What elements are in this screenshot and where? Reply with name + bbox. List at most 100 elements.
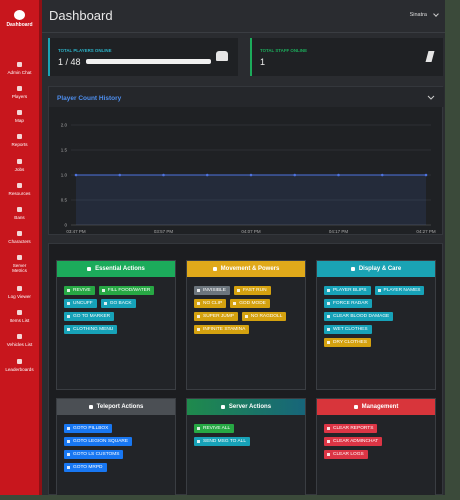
card-body: REVIVE FILL FOOD/WATER UNCUFF GO BACK GO TO … [57,277,175,343]
action-button[interactable]: PLAYER NAMES [374,286,425,295]
sidebar-label[interactable]: Server Metrics [12,263,27,273]
action-button[interactable]: FORCE RADAR [324,299,372,308]
sidebar-item[interactable]: Resources [0,183,39,196]
action-button[interactable]: PLAYER BLIPS [324,286,371,295]
sidebar-item[interactable]: Log Viewer [0,286,39,299]
dashboard-app: Dashboard Admin Chat Players Map Reports Jobs… [0,0,445,495]
action-button[interactable]: DRY CLOTHES [324,338,371,347]
action-button[interactable]: WET CLOTHES [324,325,372,334]
card-header: Display & Care [317,261,435,277]
sidebar-label[interactable]: Reports [11,142,28,147]
chart-header [49,87,444,107]
action-card: Essential Actions REVIVE FILL FOOD/WATER UN… [56,260,176,390]
sidebar-label[interactable]: Admin Chat [7,70,32,75]
action-button[interactable]: CLEAR REPORTS [324,424,378,433]
sidebar-label[interactable]: Dashboard [6,22,33,28]
action-button[interactable]: CLEAR ADMINCHAT [324,437,383,446]
chart-title: Player Count History [57,95,122,102]
action-button[interactable]: REVIVE [64,286,95,295]
progress-bar [86,59,211,64]
action-button[interactable]: FILL FOOD/WATER [98,286,155,295]
action-button[interactable]: FAST RUN [233,286,271,295]
sidebar-icon [17,110,22,115]
action-button[interactable]: NO RAGDOLL [241,312,287,321]
sidebar-label[interactable]: Vehicles List [6,342,33,347]
sidebar-icon [17,231,22,236]
sidebar-item[interactable]: Map [0,110,39,123]
stat-value: 1 / 48 [58,57,81,67]
sidebar-item[interactable]: Jobs [0,159,39,172]
action-button[interactable]: GOTO MRPD [64,463,107,472]
sidebar-icon [17,207,22,212]
card-body: CLEAR REPORTS CLEAR ADMINCHAT CLEAR LOGS [317,415,435,468]
sidebar-item[interactable]: Leaderboards [0,359,39,372]
card-body: REVIVE ALL SEND MSG TO ALL [187,415,305,455]
sidebar-label[interactable]: Log Viewer [8,294,31,299]
card-header: Server Actions [187,399,305,415]
sidebar-label[interactable]: Items List [9,318,30,323]
sidebar-label[interactable]: Characters [8,239,31,244]
chart: Player Count History 0 0.5 1.0 1.5 2.0 03:47 P… [49,87,444,234]
x-tick-label: 04:07 PM [241,229,261,234]
point [293,173,297,177]
card-body: GOTO PILLBOX GOTO LEGION SQUARE GOTO LS CU… [57,415,175,481]
card-header: Essential Actions [57,261,175,277]
sidebar-item[interactable]: Server Metrics [0,255,39,273]
sidebar-icon [17,310,22,315]
sidebar-label[interactable]: Players [11,94,28,99]
dropdown-caret[interactable] [433,11,439,17]
action-button[interactable]: CLEAR LOGS [324,450,368,459]
sidebar-item[interactable]: Vehicles List [0,334,39,347]
bolt-icon [425,51,435,62]
action-card: Management CLEAR REPORTS CLEAR ADMINCHAT CL… [316,398,436,495]
y-tick-label: 1.5 [61,148,68,153]
action-button[interactable]: GOD MODE [230,299,270,308]
sidebar-label[interactable]: Leaderboards [5,367,34,372]
action-button[interactable]: UNCUFF [64,299,97,308]
sidebar: Dashboard Admin Chat Players Map Reports Jobs… [0,0,42,495]
top-bar: Dashboard Sinatra [42,0,445,33]
action-button[interactable]: CLOTHING MENU [64,325,118,334]
sidebar-label[interactable]: Resources [8,191,31,196]
action-card: Movement & Powers INVISIBLE FAST RUN NO CLI… [186,260,306,390]
sidebar-icon [17,134,22,139]
sidebar-label[interactable]: Jobs [14,167,25,172]
action-button[interactable]: GOTO PILLBOX [64,424,113,433]
action-button[interactable]: SUPER JUMP [194,312,238,321]
sidebar-item[interactable]: Reports [0,134,39,147]
sidebar-icon [17,62,22,67]
sidebar-icon [17,255,22,260]
sidebar-label[interactable]: Bans [14,215,25,220]
stat-label: TOTAL PLAYERS ONLINE [58,48,112,53]
x-tick-label: 04:27 PM [416,229,436,234]
sidebar-icon [14,10,25,20]
action-button[interactable]: GO TO MARKER [64,312,115,321]
action-button[interactable]: INFINITE STAMINA [194,325,250,334]
sidebar-label[interactable]: Map [15,118,24,123]
action-button[interactable]: GOTO LEGION SQUARE [64,437,133,446]
user-menu[interactable]: Sinatra [409,12,427,18]
action-button[interactable]: INVISIBLE [194,286,230,295]
sidebar-icon [17,159,22,164]
card-header: Management [317,399,435,415]
action-button[interactable]: SEND MSG TO ALL [194,437,251,446]
card-body: INVISIBLE FAST RUN NO CLIP GOD MODE SUPER JU… [187,277,305,343]
action-button[interactable]: NO CLIP [194,299,227,308]
action-button[interactable]: GO BACK [100,299,136,308]
action-button[interactable]: CLEAR BLOOD DAMAGE [324,312,394,321]
point [424,173,428,177]
sidebar-item[interactable]: Items List [0,310,39,323]
sidebar-item[interactable]: Dashboard [0,10,39,28]
action-card: Server Actions REVIVE ALL SEND MSG TO ALL [186,398,306,495]
sidebar-item[interactable]: Bans [0,207,39,220]
page-title: Dashboard [49,8,113,23]
point [380,173,384,177]
sidebar-item[interactable]: Characters [0,231,39,244]
sidebar-item[interactable]: Players [0,86,39,99]
action-button[interactable]: GOTO LS CUSTOMS [64,450,124,459]
card-header: Movement & Powers [187,261,305,277]
point [337,173,340,177]
action-button[interactable]: REVIVE ALL [194,424,235,433]
sidebar-item[interactable]: Admin Chat [0,62,39,75]
